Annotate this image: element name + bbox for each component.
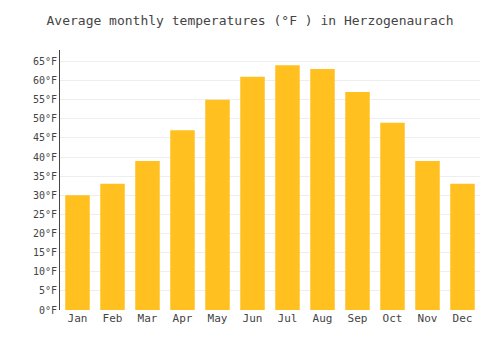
- svg-text:Dec: Dec: [453, 312, 473, 325]
- svg-text:10°F: 10°F: [33, 266, 57, 277]
- svg-text:55°F: 55°F: [33, 94, 57, 105]
- svg-text:25°F: 25°F: [33, 209, 57, 220]
- svg-text:40°F: 40°F: [33, 152, 57, 163]
- svg-text:20°F: 20°F: [33, 228, 57, 239]
- svg-text:35°F: 35°F: [33, 171, 57, 182]
- svg-text:5°F: 5°F: [39, 285, 57, 296]
- svg-text:Jan: Jan: [68, 312, 88, 325]
- svg-text:May: May: [208, 312, 228, 325]
- svg-text:Jun: Jun: [243, 312, 263, 325]
- svg-text:Jul: Jul: [278, 312, 298, 325]
- svg-text:Average monthly temperatures (: Average monthly temperatures (°F ) in He…: [47, 13, 454, 28]
- svg-text:50°F: 50°F: [33, 113, 57, 124]
- svg-text:0°F: 0°F: [39, 305, 57, 316]
- svg-text:15°F: 15°F: [33, 247, 57, 258]
- svg-text:Mar: Mar: [138, 312, 158, 325]
- svg-text:Sep: Sep: [348, 312, 368, 325]
- svg-text:65°F: 65°F: [33, 56, 57, 67]
- svg-text:Aug: Aug: [313, 312, 333, 325]
- svg-text:Apr: Apr: [173, 312, 193, 325]
- svg-text:30°F: 30°F: [33, 190, 57, 201]
- svg-text:Nov: Nov: [418, 312, 438, 325]
- svg-text:60°F: 60°F: [33, 75, 57, 86]
- svg-text:45°F: 45°F: [33, 132, 57, 143]
- svg-text:Feb: Feb: [103, 312, 123, 325]
- svg-text:Oct: Oct: [383, 312, 403, 325]
